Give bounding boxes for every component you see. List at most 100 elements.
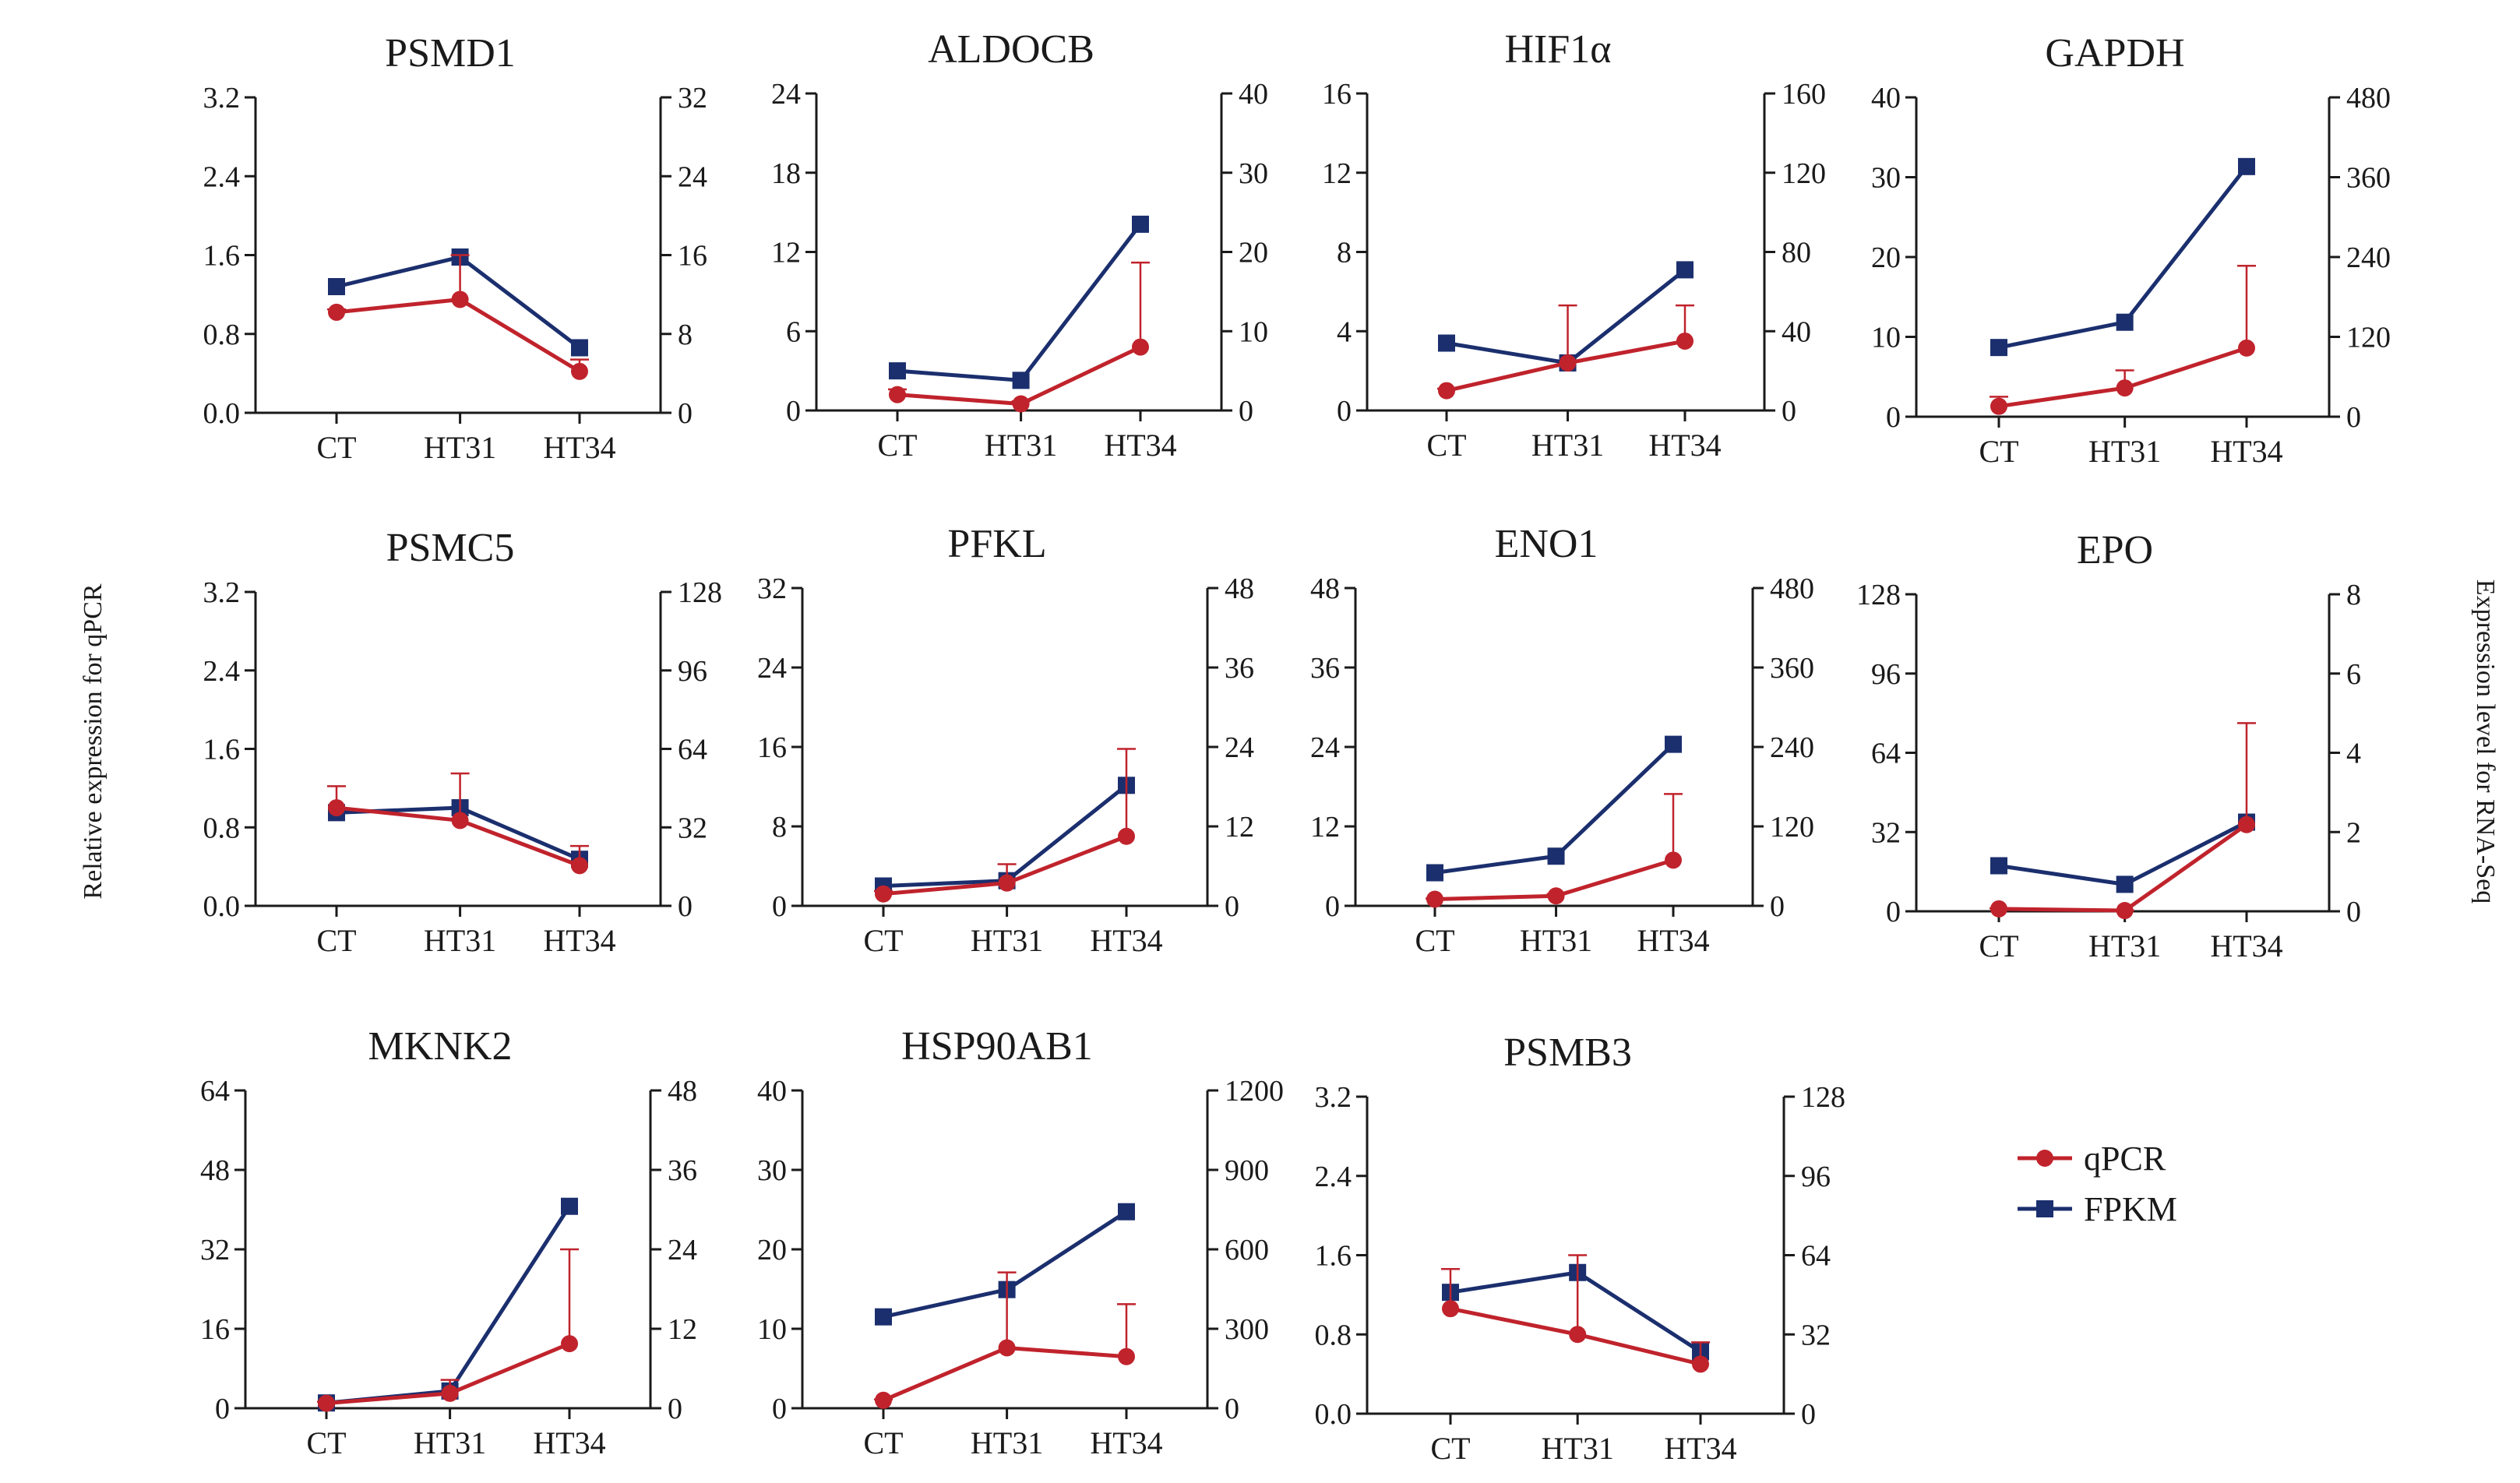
qpcr-point <box>1442 1300 1459 1318</box>
right-tick-label: 20 <box>1239 237 1268 269</box>
right-tick-label: 12 <box>668 1313 697 1346</box>
x-tick-label: HT31 <box>971 1425 1043 1460</box>
series-line-fpkm <box>326 1205 572 1405</box>
qpcr-point <box>1012 395 1030 413</box>
chart-title: HIF1α <box>1504 27 1611 72</box>
left-tick-label: 18 <box>771 157 801 190</box>
y-left-axis-label: Relative expression for qPCR <box>79 583 107 899</box>
x-tick-label: CT <box>306 1425 346 1460</box>
left-tick-label: 0 <box>1325 890 1340 923</box>
qpcr-point <box>1990 900 2007 918</box>
qpcr-point <box>1559 354 1577 372</box>
right-tick-label: 6 <box>2346 658 2361 691</box>
chart-mknk2: MKNK2 0 0 16 12 32 24 48 36 64 48 CT HT31 HT34 <box>200 1024 697 1460</box>
x-tick-label: HT31 <box>2088 928 2161 963</box>
x-tick-label: HT34 <box>1637 923 1709 958</box>
right-tick-label: 240 <box>2346 241 2391 274</box>
legend-qpcr-label: qPCR <box>2084 1140 2166 1178</box>
left-tick-label: 10 <box>1871 322 1901 354</box>
fpkm-point <box>1012 372 1030 389</box>
right-tick-label: 40 <box>1239 78 1268 111</box>
right-tick-label: 120 <box>1770 811 1814 844</box>
qpcr-point <box>998 1339 1016 1357</box>
left-tick-label: 32 <box>1871 816 1901 849</box>
fpkm-point <box>2116 313 2134 331</box>
series-line-fpkm <box>1998 820 2248 886</box>
right-tick-label: 10 <box>1239 315 1268 348</box>
fpkm-point <box>1990 339 2007 357</box>
right-tick-label: 24 <box>1225 731 1254 764</box>
qpcr-point <box>1118 1347 1135 1365</box>
left-tick-label: 32 <box>757 572 787 605</box>
chart-title: MKNK2 <box>368 1024 513 1069</box>
qpcr-point <box>318 1394 335 1412</box>
qpcr-point <box>1426 890 1443 908</box>
right-tick-label: 32 <box>678 82 707 114</box>
chart-gapdh: GAPDH 0 0 10 120 20 240 30 360 40 480 CT HT31 HT34 <box>1871 31 2391 469</box>
x-tick-label: HT34 <box>543 923 615 958</box>
fpkm-point <box>889 362 906 380</box>
left-tick-label: 3.2 <box>1315 1081 1352 1114</box>
left-tick-label: 16 <box>757 731 787 764</box>
left-tick-label: 36 <box>1310 652 1340 685</box>
right-tick-label: 64 <box>678 734 707 766</box>
left-tick-label: 20 <box>1871 241 1901 274</box>
chart-aldocb: ALDOCB 0 0 6 10 12 20 18 30 24 40 CT HT31 HT34 <box>771 27 1268 463</box>
qpcr-point <box>451 291 469 308</box>
left-tick-label: 0.8 <box>203 812 241 844</box>
left-tick-label: 3.2 <box>203 82 241 114</box>
left-tick-label: 12 <box>771 237 801 269</box>
qpcr-point <box>328 303 345 321</box>
right-tick-label: 48 <box>668 1075 697 1108</box>
left-tick-label: 20 <box>757 1234 787 1266</box>
right-tick-label: 64 <box>1801 1240 1831 1273</box>
left-tick-label: 2.4 <box>203 160 241 193</box>
qpcr-point <box>889 386 906 403</box>
right-tick-label: 480 <box>1770 572 1814 605</box>
fpkm-point <box>1665 735 1682 753</box>
right-tick-label: 8 <box>2346 579 2361 611</box>
fpkm-point <box>1676 261 1694 279</box>
x-tick-label: HT34 <box>533 1425 605 1460</box>
right-tick-label: 1200 <box>1225 1075 1284 1108</box>
chart-pfkl: PFKL 0 0 8 12 16 24 24 36 32 48 CT HT31 HT34 <box>757 522 1254 958</box>
x-tick-label: CT <box>877 428 917 463</box>
left-tick-label: 24 <box>771 78 801 111</box>
left-tick-label: 0.0 <box>1315 1398 1352 1431</box>
x-tick-label: HT34 <box>1090 923 1162 958</box>
right-tick-label: 8 <box>678 319 693 351</box>
qpcr-point <box>2116 902 2134 920</box>
fpkm-point <box>1118 1203 1135 1221</box>
right-tick-label: 900 <box>1225 1154 1269 1187</box>
right-tick-label: 600 <box>1225 1234 1269 1266</box>
left-tick-label: 128 <box>1856 579 1901 611</box>
qpcr-point <box>1676 332 1694 350</box>
left-tick-label: 0.8 <box>1315 1319 1352 1351</box>
x-tick-label: CT <box>316 923 356 958</box>
left-tick-label: 6 <box>786 315 801 348</box>
right-tick-label: 40 <box>1782 315 1811 348</box>
x-tick-label: HT34 <box>543 430 615 465</box>
x-tick-label: HT31 <box>1520 923 1592 958</box>
left-tick-label: 2.4 <box>203 655 241 688</box>
right-tick-label: 240 <box>1770 731 1814 764</box>
x-tick-label: HT31 <box>414 1425 486 1460</box>
qpcr-point <box>328 799 345 817</box>
left-tick-label: 48 <box>1310 572 1340 605</box>
qpcr-point <box>1665 851 1682 869</box>
right-tick-label: 48 <box>1225 572 1254 605</box>
x-tick-label: CT <box>316 430 356 465</box>
left-tick-label: 30 <box>757 1154 787 1187</box>
left-tick-label: 0 <box>772 890 787 923</box>
x-tick-label: CT <box>863 923 903 958</box>
qpcr-point <box>1990 397 2007 415</box>
chart-eno1: ENO1 0 0 12 120 24 240 36 360 48 480 CT HT31 HT34 <box>1310 522 1814 958</box>
right-tick-label: 0 <box>668 1393 682 1425</box>
qpcr-point <box>875 1391 892 1409</box>
right-tick-label: 128 <box>1801 1081 1845 1114</box>
legend-qpcr-marker <box>2036 1150 2053 1167</box>
chart-epo: EPO 0 0 32 2 64 4 96 6 128 8 CT HT31 HT34 <box>1856 528 2361 963</box>
left-tick-label: 96 <box>1871 658 1901 691</box>
right-tick-label: 12 <box>1225 811 1254 844</box>
